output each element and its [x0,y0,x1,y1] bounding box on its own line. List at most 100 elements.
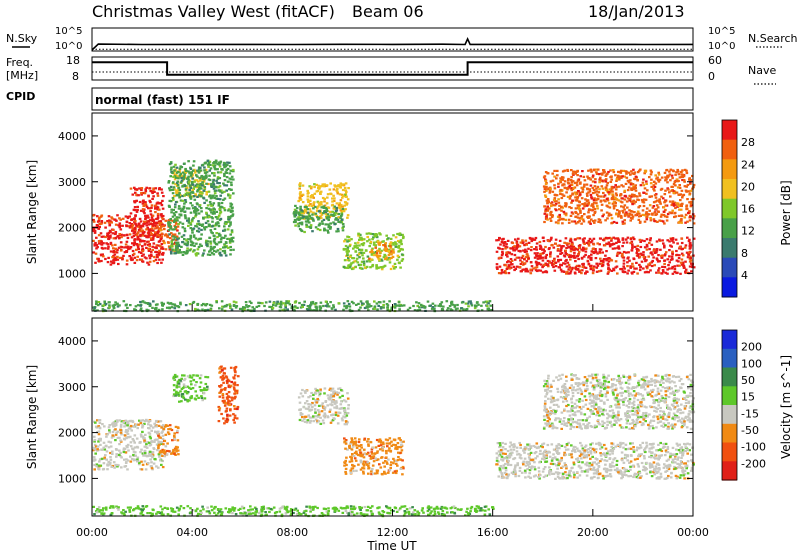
scatter-cell-9 [592,251,596,255]
scatter-cell-10 [634,186,637,190]
scatter-cell-0 [94,445,98,448]
scatter-cell-4 [199,169,203,172]
scatter-cell-9 [499,256,503,259]
scatter-cell-2 [175,236,179,239]
scatter-cell-1 [152,221,156,225]
scatter-cell-0 [111,232,115,235]
scatter-cell-11 [234,306,238,309]
scatter-cell-4 [197,170,200,173]
scatter-cell-0 [111,434,115,437]
scatter-cell-10 [567,218,571,221]
scatter-cell-0 [113,423,117,426]
scatter-cell-5 [319,211,322,215]
scatter-cell-4 [209,240,212,243]
scatter-cell-4 [226,161,229,164]
scatter-cell-9 [675,259,679,262]
scatter-cell-6 [341,229,345,232]
scatter-cell-10 [678,186,682,189]
scatter-cell-4 [199,195,203,198]
scatter-cell-9 [565,242,568,245]
scatter-cell-5 [309,187,313,190]
scatter-cell-4 [199,237,203,240]
scatter-cell-4 [213,196,217,200]
scatter-cell-0 [103,456,106,459]
scatter-cell-10 [650,185,653,188]
scatter-cell-10 [645,215,648,219]
scatter-cell-9 [616,237,620,240]
scatter-cell-10 [685,205,688,208]
scatter-cell-7 [379,266,383,269]
scatter-cell-3 [221,396,225,399]
scatter-cell-1 [133,221,136,224]
scatter-cell-9 [587,239,590,243]
scatter-cell-4 [216,197,220,200]
scatter-cell-1 [166,449,169,453]
scatter-cell-9 [684,268,688,271]
scatter-cell-0 [129,455,132,458]
scatter-cell-4 [214,222,218,225]
scatter-cell-1 [167,428,170,431]
scatter-cell-9 [517,256,521,259]
scatter-cell-10 [616,209,619,212]
scatter-cell-7 [393,262,397,265]
scatter-cell-0 [116,430,120,433]
scatter-cell-1 [163,449,166,452]
scatter-cell-11 [165,306,169,309]
scatter-cell-9 [535,242,539,245]
scatter-cell-1 [129,212,133,215]
scatter-cell-3 [225,396,229,399]
scatter-cell-0 [130,429,133,432]
scatter-cell-9 [668,255,671,258]
scatter-cell-10 [674,206,677,210]
scatter-cell-11 [228,303,232,306]
scatter-cell-7 [394,266,397,269]
scatter-cell-4 [229,221,232,224]
scatter-cell-10 [556,174,559,177]
scatter-cell-0 [109,456,112,459]
scatter-cell-0 [151,248,154,251]
scatter-cell-0 [100,235,104,238]
scatter-cell-10 [628,194,632,197]
scatter-cell-6 [296,222,300,225]
scatter-cell-4 [196,175,199,178]
scatter-cell-10 [663,200,667,203]
scatter-cell-10 [648,204,652,207]
scatter-cell-1 [160,431,163,434]
scatter-cell-4 [205,171,209,174]
scatter-cell-6 [316,228,320,231]
scatter-cell-4 [195,225,199,228]
scatter-cell-1 [142,231,145,234]
scatter-cell-9 [562,254,566,257]
scatter-cell-4 [199,166,202,169]
scatter-cell-4 [223,172,226,176]
scatter-cell-5 [346,216,349,219]
scatter-cell-11 [225,303,229,307]
noise-tick-right-high: 10^5 [708,26,735,37]
scatter-cell-5 [337,184,341,187]
scatter-cell-4 [181,222,185,225]
scatter-cell-10 [627,171,631,174]
scatter-cell-9 [621,237,625,240]
scatter-cell-4 [341,419,344,422]
scatter-cell-10 [634,189,638,192]
scatter-cell-4 [172,175,175,178]
scatter-cell-10 [620,176,623,179]
scatter-cell-10 [560,205,563,208]
scatter-cell-10 [553,175,556,178]
scatter-cell-0 [135,259,139,262]
scatter-cell-10 [610,185,614,188]
scatter-cell-10 [611,193,614,196]
scatter-cell-1 [160,213,163,216]
scatter-cell-10 [638,192,641,195]
scatter-cell-6 [325,209,329,212]
scatter-cell-10 [560,217,564,221]
scatter-cell-0 [113,218,116,221]
scatter-cell-4 [203,228,207,231]
scatter-cell-3 [205,190,209,194]
scatter-cell-9 [629,265,632,268]
scatter-cell-0 [107,256,110,259]
scatter-cell-3 [228,414,232,417]
scatter-cell-7 [344,244,348,248]
scatter-cell-9 [681,261,685,264]
scatter-cell-9 [515,256,519,259]
